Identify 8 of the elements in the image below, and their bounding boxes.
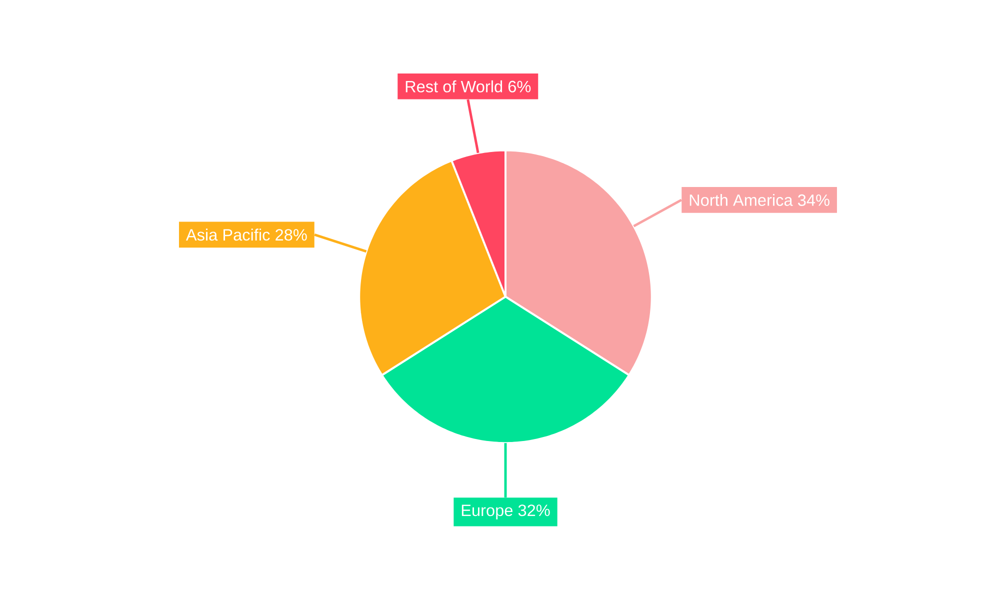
data-label: 34%	[798, 194, 830, 206]
data-label: 6%	[508, 80, 531, 92]
slice-label: Europe	[462, 504, 512, 520]
slice-label: North America	[690, 194, 793, 206]
data-label: 28%	[276, 228, 307, 240]
data-label: 32%	[518, 504, 550, 516]
slice-label: Asia Pacific	[186, 228, 270, 240]
slice-label: Rest of World	[406, 80, 502, 92]
